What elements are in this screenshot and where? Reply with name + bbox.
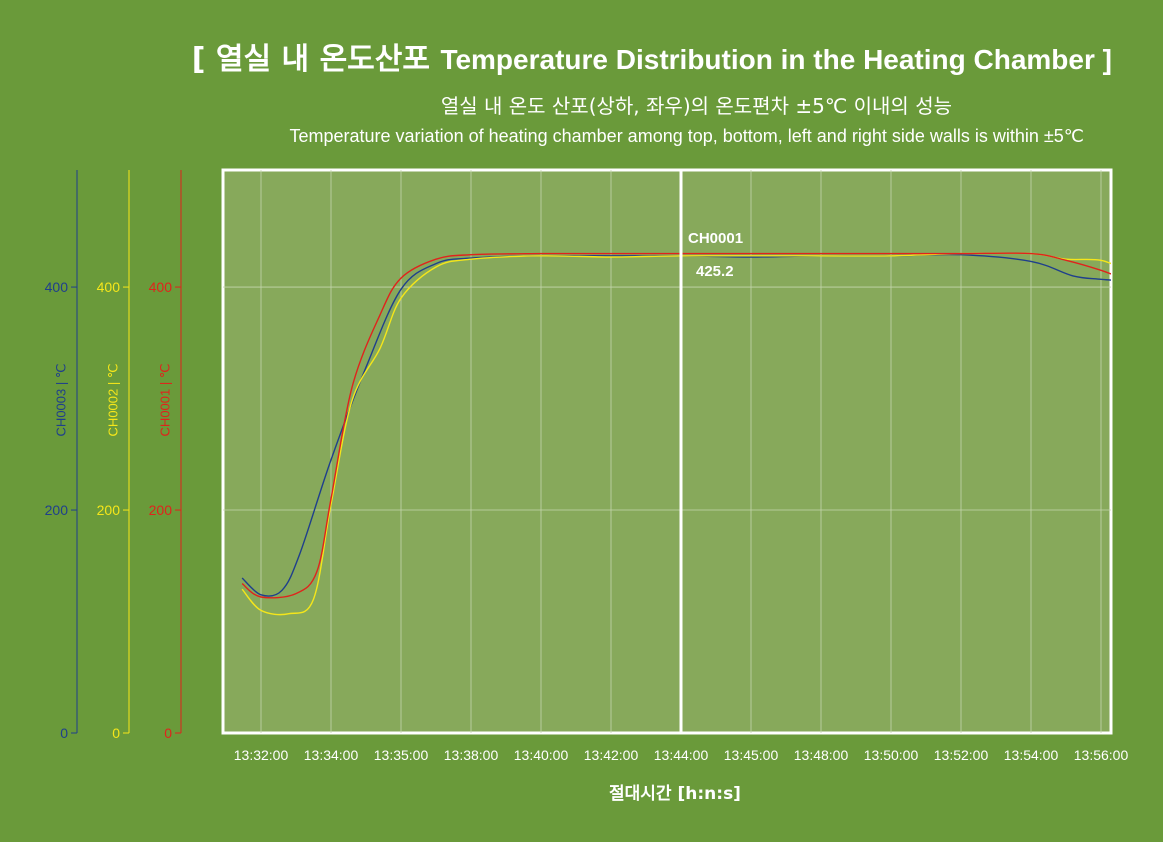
y-tick-label: 200: [97, 502, 121, 518]
x-tick-label: 13:44:00: [654, 747, 709, 763]
y-tick-label: 0: [164, 725, 172, 741]
x-tick-label: 13:50:00: [864, 747, 919, 763]
x-tick-labels: 13:32:00 13:34:00 13:35:00 13:38:00 13:40:00…: [234, 747, 1129, 763]
y-axis-label-ch0001: CH0001 | ℃: [157, 364, 172, 437]
x-tick-label: 13:38:00: [444, 747, 499, 763]
subtitle-english: Temperature variation of heating chamber…: [289, 126, 1085, 146]
x-tick-label: 13:48:00: [794, 747, 849, 763]
y-tick-label: 200: [45, 502, 69, 518]
x-tick-label: 13:54:00: [1004, 747, 1059, 763]
y-tick-label: 200: [149, 502, 173, 518]
cursor-series-label: CH0001: [688, 230, 743, 247]
x-tick-label: 13:56:00: [1074, 747, 1129, 763]
y-tick-label: 400: [149, 279, 173, 295]
cursor-group: CH0001 425.2: [679, 170, 743, 733]
y-axes: 0 200 400 CH0003 | ℃ 0 200 400 CH0002 | ℃ 0 200 40…: [45, 170, 182, 741]
x-tick-label: 13:52:00: [934, 747, 989, 763]
x-tick-label: 13:32:00: [234, 747, 289, 763]
y-tick-label: 0: [112, 725, 120, 741]
plot-area: [221, 168, 1113, 735]
cursor-value-label: 425.2: [696, 263, 734, 280]
x-tick-label: 13:34:00: [304, 747, 359, 763]
x-tick-label: 13:40:00: [514, 747, 569, 763]
y-tick-label: 0: [60, 725, 68, 741]
y-tick-label: 400: [97, 279, 121, 295]
series-line-ch0001: [241, 252, 1111, 599]
series-line-ch0003: [241, 253, 1111, 597]
chart-title: [ 열실 내 온도산포 Temperature Distribution in …: [0, 34, 1112, 78]
x-tick-label: 13:45:00: [724, 747, 779, 763]
series-lines: [241, 252, 1111, 616]
x-tick-label: 13:35:00: [374, 747, 429, 763]
y-axis-label-ch0003: CH0003 | ℃: [53, 364, 68, 437]
title-english: Temperature Distribution in the Heating …: [440, 44, 1112, 75]
x-tick-label: 13:42:00: [584, 747, 639, 763]
y-axis-label-ch0002: CH0002 | ℃: [105, 364, 120, 437]
y-tick-label: 400: [45, 279, 69, 295]
subtitle-korean: 열실 내 온도 산포(상하, 좌우)의 온도편차 ±5℃ 이내의 성능: [440, 94, 952, 118]
title-korean: [ 열실 내 온도산포: [191, 42, 441, 77]
x-axis-label: 절대시간 [h:n:s]: [609, 783, 741, 804]
